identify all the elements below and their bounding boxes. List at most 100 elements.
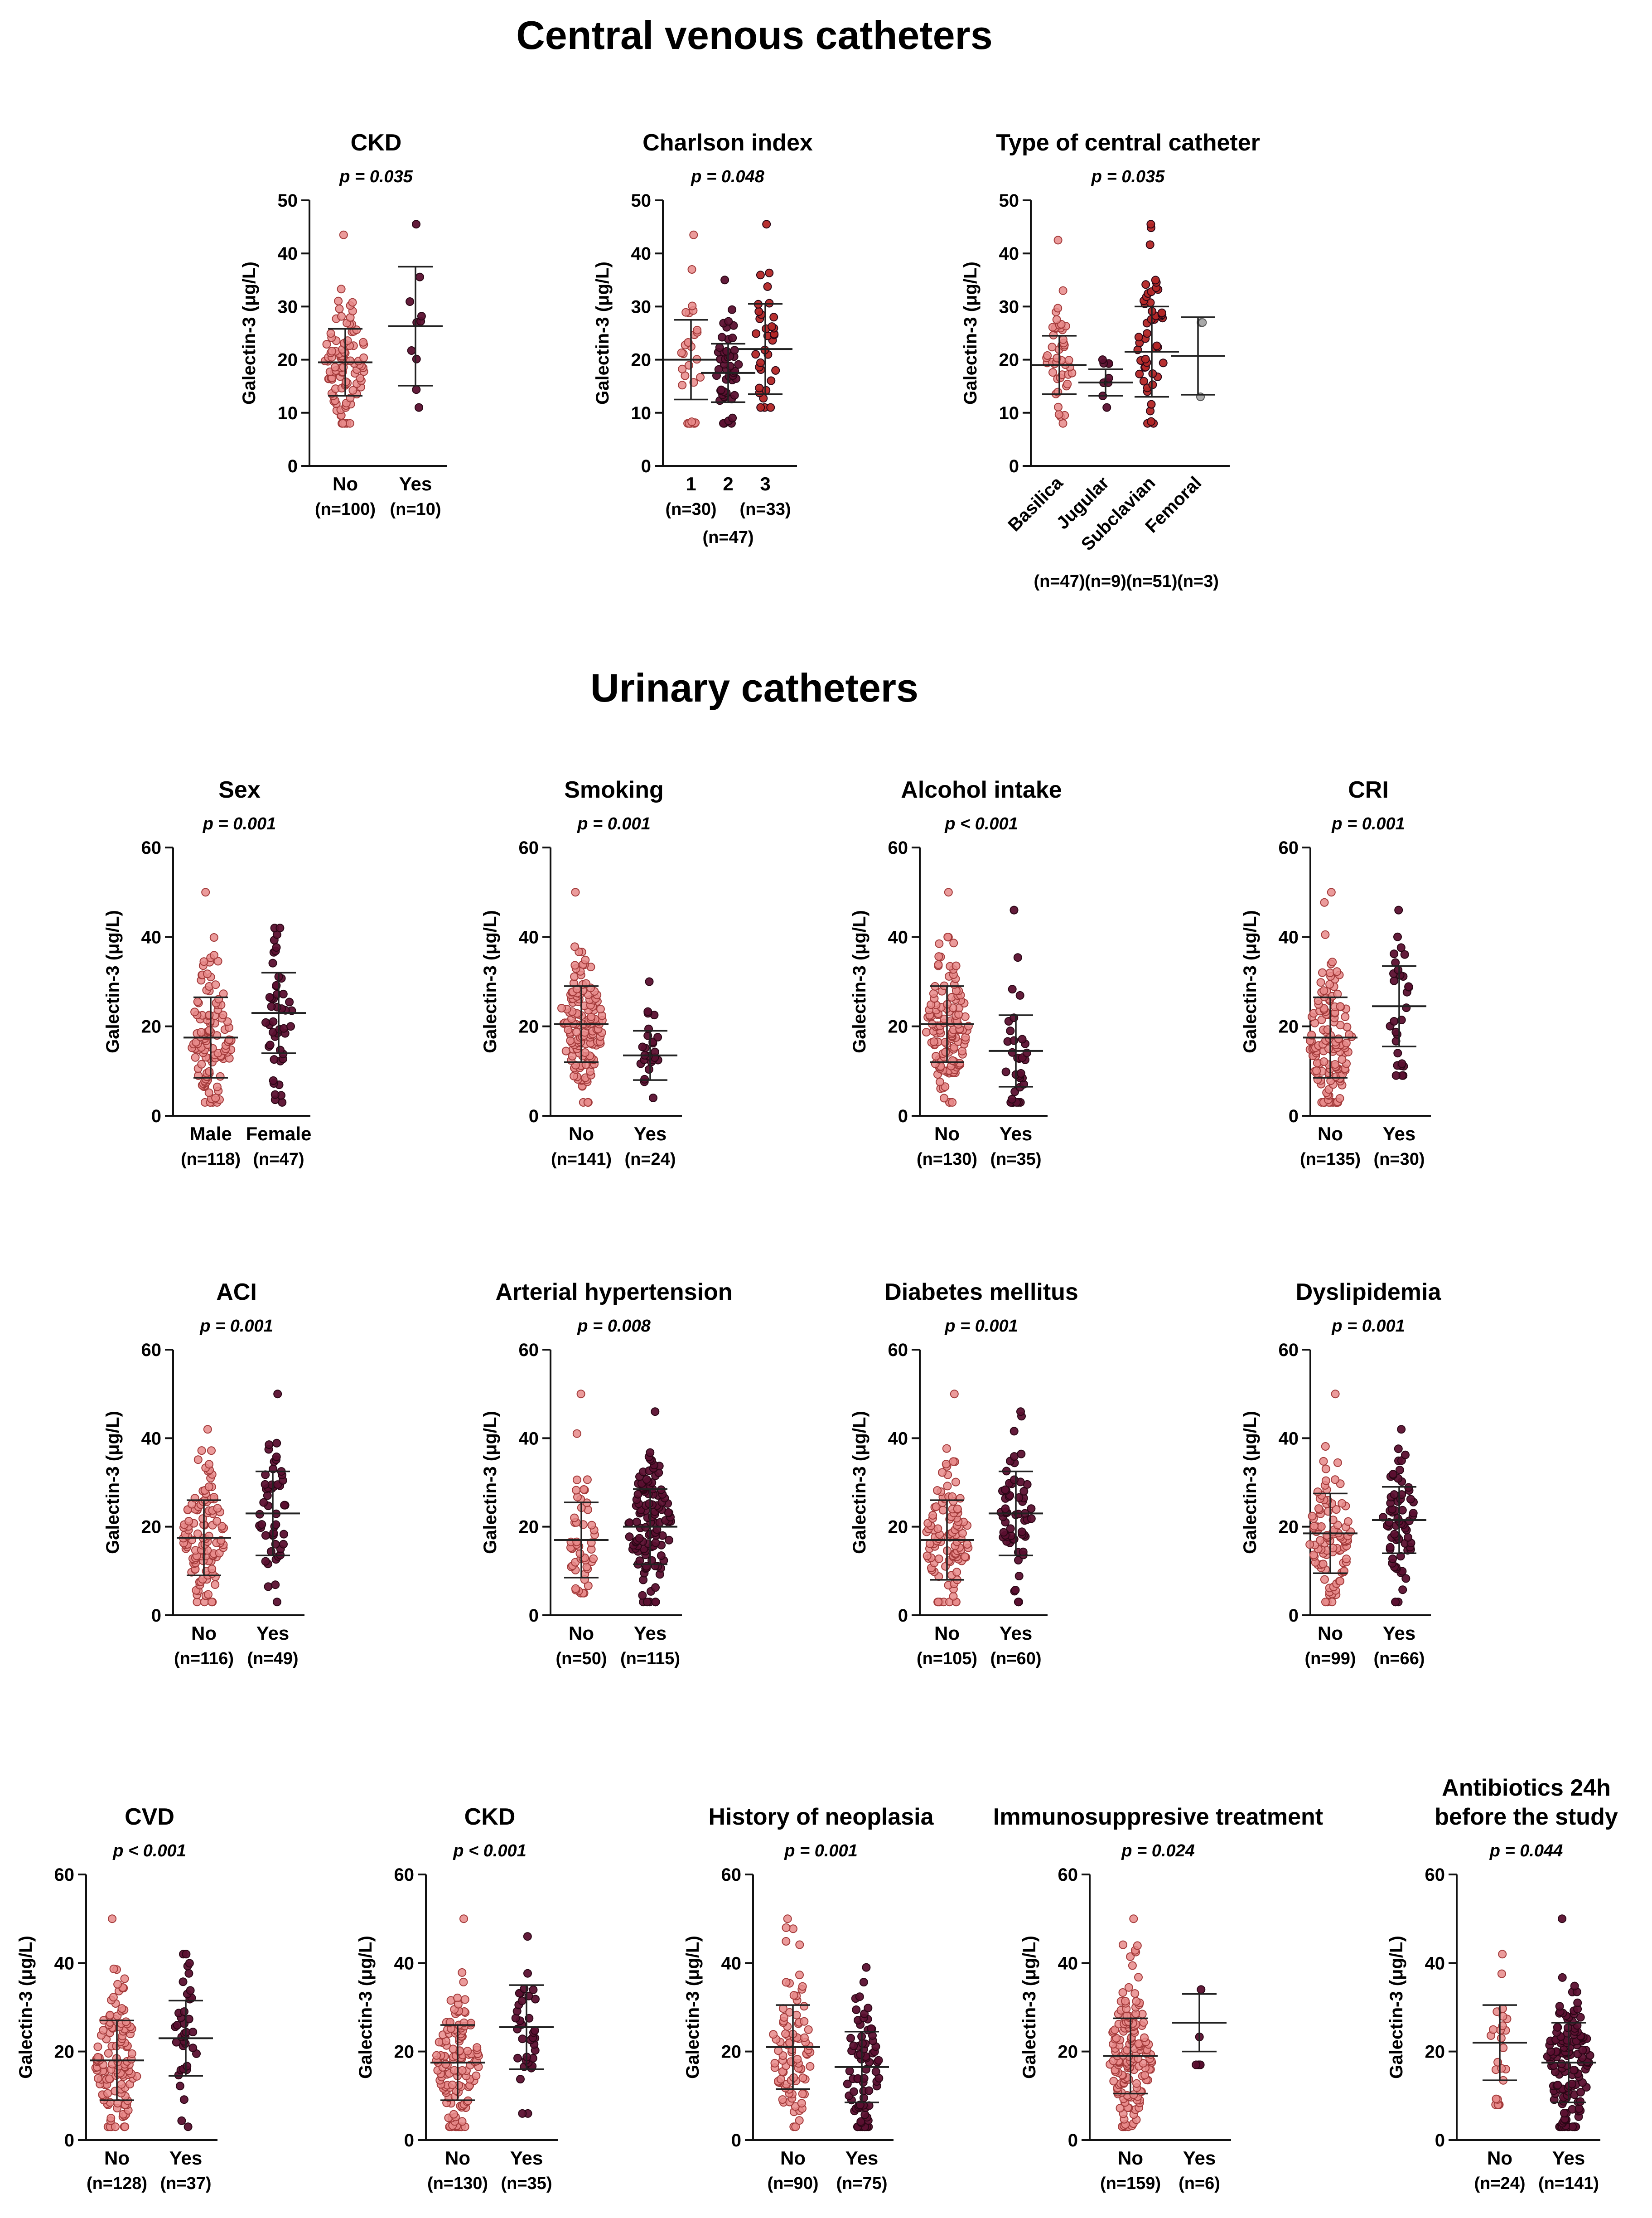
data-point [1338, 1499, 1347, 1508]
data-point [326, 329, 335, 338]
data-point [1492, 2094, 1501, 2103]
p-value-label: p = 0.044 [1489, 1841, 1563, 1860]
data-point [779, 2013, 788, 2022]
data-point [173, 2021, 182, 2030]
data-point [417, 312, 426, 321]
data-point [407, 346, 416, 355]
data-point [1327, 888, 1336, 897]
group-n-label: (n=47) [253, 1150, 304, 1169]
data-point [1569, 2066, 1578, 2074]
data-point [459, 1914, 468, 1923]
data-point [949, 1592, 958, 1601]
data-point [121, 2017, 130, 2026]
data-point [754, 307, 763, 316]
y-axis-label: Galectin-3 (μg/L) [850, 910, 869, 1053]
data-point [1019, 1487, 1029, 1496]
data-point [645, 1499, 654, 1508]
data-point [949, 1457, 958, 1466]
data-point [127, 2049, 136, 2058]
data-point [575, 1549, 584, 1558]
y-tick-label: 10 [631, 403, 652, 423]
group-n-label: (n=90) [768, 2174, 819, 2193]
data-point [950, 1390, 959, 1399]
y-tick-label: 40 [141, 927, 162, 947]
data-point [1048, 343, 1057, 352]
data-point [213, 957, 222, 966]
p-value-label: p < 0.001 [453, 1841, 527, 1860]
data-point [458, 2066, 467, 2075]
data-point [1001, 1067, 1010, 1076]
data-point [944, 888, 953, 897]
data-point [207, 1446, 216, 1455]
section-title-urinary: Urinary catheters [590, 665, 918, 710]
data-point [1388, 1555, 1397, 1563]
data-point [1555, 2002, 1564, 2011]
data-point [219, 989, 228, 998]
y-tick-label: 20 [519, 1517, 539, 1537]
data-point [688, 301, 697, 310]
data-point [572, 1486, 581, 1495]
data-point [798, 2073, 807, 2082]
data-point [265, 1440, 274, 1449]
data-point [1393, 1049, 1402, 1058]
data-point [781, 2029, 790, 2038]
data-point [782, 1978, 791, 1987]
data-point [1157, 308, 1166, 317]
p-value-label: p = 0.001 [944, 1317, 1018, 1336]
data-point [204, 1531, 213, 1540]
data-point [197, 1446, 206, 1455]
x-tick-label: No [934, 1123, 960, 1144]
data-point [449, 2110, 458, 2119]
y-tick-label: 50 [631, 191, 652, 211]
data-point [570, 961, 580, 970]
data-point [269, 1017, 278, 1026]
data-point [717, 385, 726, 394]
data-point [1140, 2033, 1149, 2042]
data-point [864, 2004, 873, 2013]
data-point [199, 957, 208, 966]
data-point [1135, 369, 1144, 378]
data-point [951, 1477, 960, 1487]
chart-panel: ACI p = 0.001 0 20 40 60 Galectin-3 (μg/L) No (n… [103, 1279, 304, 1668]
data-point [1396, 1552, 1405, 1561]
data-point [264, 1582, 273, 1591]
data-point [1016, 1407, 1025, 1416]
data-point [458, 2117, 467, 2126]
data-point [1006, 1524, 1015, 1533]
data-point [756, 271, 765, 280]
data-point [647, 1556, 656, 1565]
data-point [211, 1094, 220, 1103]
data-point [1321, 1464, 1330, 1473]
data-point [458, 1968, 467, 1977]
data-point [207, 1598, 216, 1607]
data-point [266, 1547, 275, 1556]
data-point [1141, 354, 1150, 363]
data-point [755, 383, 764, 392]
data-point [1010, 906, 1019, 915]
data-point [1390, 1530, 1399, 1539]
data-point [1404, 982, 1413, 991]
data-point [113, 1980, 122, 1989]
group-n-label: (n=3) [1177, 572, 1219, 591]
x-tick-label: No [1318, 1123, 1343, 1144]
data-point [473, 2043, 482, 2052]
data-point [111, 2122, 120, 2131]
data-point [1054, 402, 1063, 412]
data-point [1317, 1522, 1326, 1531]
group-n-label: (n=33) [740, 500, 791, 519]
y-tick-label: 30 [631, 297, 652, 317]
data-point [1397, 1059, 1406, 1068]
x-tick-label: No [1487, 2147, 1512, 2169]
data-point [269, 1076, 278, 1085]
data-point [1126, 1952, 1135, 1961]
y-tick-label: 0 [288, 456, 298, 476]
data-point [412, 220, 420, 229]
data-point [1132, 2079, 1141, 2088]
data-point [1331, 1475, 1340, 1484]
data-point [862, 1963, 871, 1972]
data-point [846, 2034, 855, 2043]
data-point [209, 1493, 218, 1502]
y-tick-label: 20 [631, 350, 652, 370]
y-tick-label: 20 [999, 350, 1019, 370]
